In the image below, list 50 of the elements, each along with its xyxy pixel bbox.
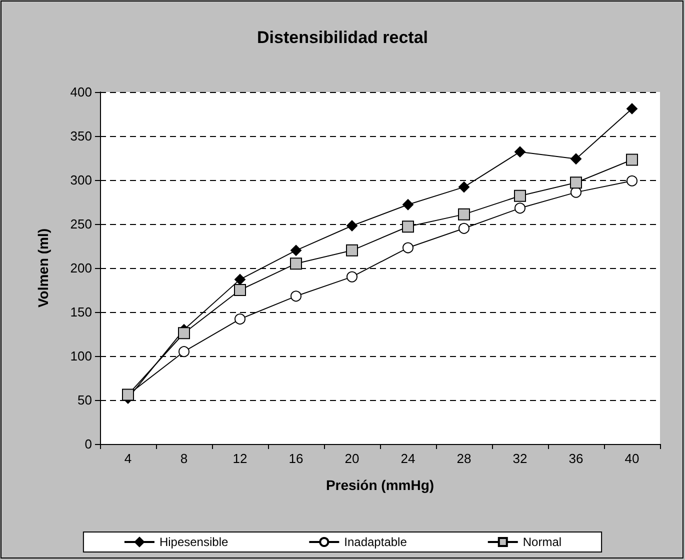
- x-tick-label: 24: [400, 451, 416, 466]
- y-tick-label: 200: [70, 260, 92, 276]
- y-tick-label: 350: [70, 128, 92, 144]
- point: [290, 258, 302, 270]
- point: [346, 244, 358, 256]
- point: [514, 202, 526, 214]
- x-tick-label: 4: [124, 451, 132, 466]
- y-tick-label: 0: [84, 436, 92, 452]
- x-tick-label: 36: [568, 451, 584, 466]
- point: [514, 190, 526, 202]
- legend-label: Normal: [522, 535, 562, 549]
- x-tick-label: 8: [180, 451, 188, 466]
- x-tick-label: 32: [512, 451, 528, 466]
- point: [402, 242, 414, 254]
- point: [178, 327, 190, 340]
- point: [234, 274, 246, 285]
- point: [234, 284, 246, 296]
- point: [402, 220, 414, 233]
- x-tick-label: 28: [456, 451, 472, 466]
- y-tick-label: 100: [70, 348, 92, 364]
- chart-title: Distensibilidad rectal: [257, 28, 428, 47]
- point: [346, 271, 358, 282]
- y-tick-label: 150: [70, 304, 92, 320]
- point: [402, 199, 414, 210]
- point: [234, 314, 246, 325]
- legend-label: Hipesensible: [159, 535, 228, 549]
- point: [458, 208, 470, 220]
- point: [514, 146, 526, 158]
- point: [626, 103, 638, 114]
- y-axis-title: Volmen (ml): [35, 228, 51, 308]
- x-tick-label: 16: [288, 451, 304, 466]
- x-axis-title: Presión (mmHg): [326, 477, 434, 493]
- x-tick-label: 40: [624, 451, 640, 466]
- point: [346, 220, 358, 232]
- point: [626, 154, 638, 166]
- point: [290, 290, 302, 302]
- y-tick-label: 50: [78, 392, 92, 408]
- x-tick-label: 12: [232, 451, 248, 466]
- point: [178, 346, 190, 358]
- x-tick-label: 20: [344, 451, 360, 466]
- legend-label: Inadaptable: [344, 535, 408, 549]
- y-tick-label: 250: [70, 216, 92, 232]
- point: [626, 175, 638, 186]
- point: [290, 244, 302, 256]
- point: [458, 182, 470, 193]
- point: [570, 153, 582, 164]
- y-tick-label: 400: [70, 84, 92, 100]
- point: [458, 222, 470, 234]
- y-tick-label: 300: [70, 172, 92, 188]
- point: [570, 176, 582, 189]
